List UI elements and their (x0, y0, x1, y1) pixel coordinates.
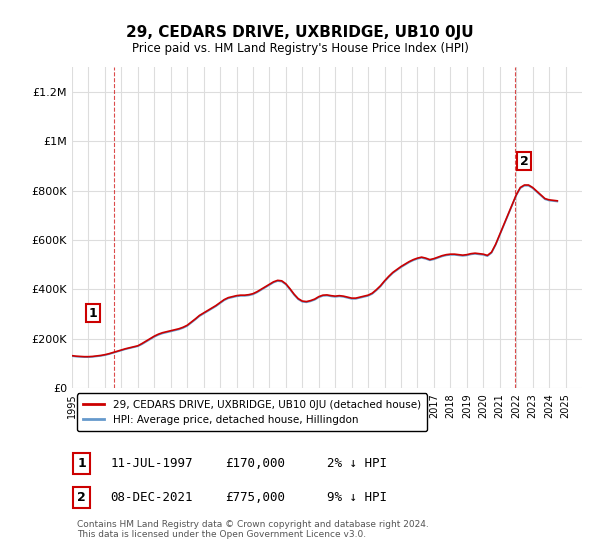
Text: 9% ↓ HPI: 9% ↓ HPI (327, 491, 387, 504)
Text: 1: 1 (89, 307, 98, 320)
Text: £170,000: £170,000 (225, 457, 285, 470)
Text: £775,000: £775,000 (225, 491, 285, 504)
Text: Price paid vs. HM Land Registry's House Price Index (HPI): Price paid vs. HM Land Registry's House … (131, 42, 469, 55)
Text: 2% ↓ HPI: 2% ↓ HPI (327, 457, 387, 470)
Text: 2: 2 (520, 155, 529, 168)
Text: 11-JUL-1997: 11-JUL-1997 (110, 457, 193, 470)
Text: 2: 2 (77, 491, 86, 504)
Text: 29, CEDARS DRIVE, UXBRIDGE, UB10 0JU: 29, CEDARS DRIVE, UXBRIDGE, UB10 0JU (126, 25, 474, 40)
Legend: 29, CEDARS DRIVE, UXBRIDGE, UB10 0JU (detached house), HPI: Average price, detac: 29, CEDARS DRIVE, UXBRIDGE, UB10 0JU (de… (77, 394, 427, 431)
Text: 1: 1 (77, 457, 86, 470)
Text: 08-DEC-2021: 08-DEC-2021 (110, 491, 193, 504)
Text: Contains HM Land Registry data © Crown copyright and database right 2024.
This d: Contains HM Land Registry data © Crown c… (77, 520, 429, 539)
